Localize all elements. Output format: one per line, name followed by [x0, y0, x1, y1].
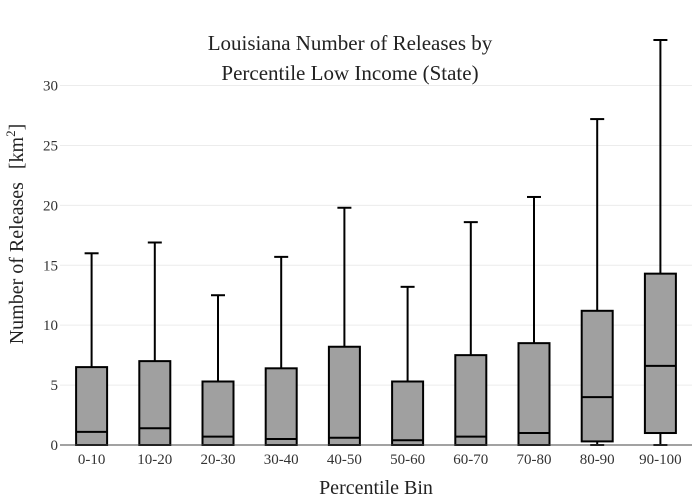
iqr-box	[580, 309, 614, 443]
box-10-20	[138, 241, 172, 447]
x-tick-label: 90-100	[639, 452, 682, 468]
x-axis-title: Percentile Bin	[319, 477, 433, 499]
x-tick-label: 30-40	[264, 452, 299, 468]
x-tick-label: 0-10	[78, 452, 106, 468]
iqr-box	[391, 380, 425, 446]
y-tick-label: 15	[43, 258, 58, 274]
box-60-70	[454, 221, 488, 447]
box-50-60	[391, 285, 425, 446]
iqr-box	[327, 345, 361, 447]
y-tick-label: 10	[43, 318, 58, 334]
y-tick-label: 5	[51, 378, 59, 394]
iqr-box	[643, 272, 677, 435]
y-tick-label: 30	[43, 79, 58, 95]
x-tick-label: 50-60	[390, 452, 425, 468]
box-80-90	[580, 118, 614, 446]
y-tick-label: 0	[51, 438, 59, 454]
box-0-10	[75, 252, 109, 446]
chart-title-line-2: Percentile Low Income (State)	[221, 61, 478, 85]
iqr-box	[75, 366, 109, 446]
x-tick-label: 20-30	[201, 452, 236, 468]
chart-title-line-1: Louisiana Number of Releases by	[208, 31, 493, 55]
box-70-80	[517, 195, 551, 446]
box-90-100	[643, 39, 677, 446]
x-tick-label: 10-20	[137, 452, 172, 468]
iqr-box	[264, 367, 298, 446]
y-tick-labels: 0 5 10 15 20 25 30	[43, 79, 58, 454]
boxes	[75, 39, 677, 447]
box-20-30	[201, 294, 235, 446]
x-tick-labels: 0-10 10-20 20-30 30-40 40-50 50-60 60-70 70-80 8…	[78, 452, 682, 468]
y-tick-label: 25	[43, 138, 58, 154]
x-tick-label: 80-90	[580, 452, 615, 468]
x-tick-label: 60-70	[453, 452, 488, 468]
iqr-box	[138, 360, 172, 447]
y-axis-unit-superscript: 2	[3, 130, 18, 137]
y-axis-unit-close: ]	[6, 124, 28, 131]
x-tick-label: 70-80	[517, 452, 552, 468]
y-axis-title: Number of Releases [km2]	[3, 124, 28, 345]
iqr-box	[201, 380, 235, 446]
y-tick-label: 20	[43, 198, 58, 214]
box-30-40	[264, 255, 298, 446]
y-axis-title-main: Number of Releases	[6, 182, 28, 344]
y-axis-unit-open: [km	[6, 136, 28, 169]
iqr-box	[517, 342, 551, 446]
box-40-50	[327, 206, 361, 447]
x-tick-label: 40-50	[327, 452, 362, 468]
iqr-box	[454, 354, 488, 447]
